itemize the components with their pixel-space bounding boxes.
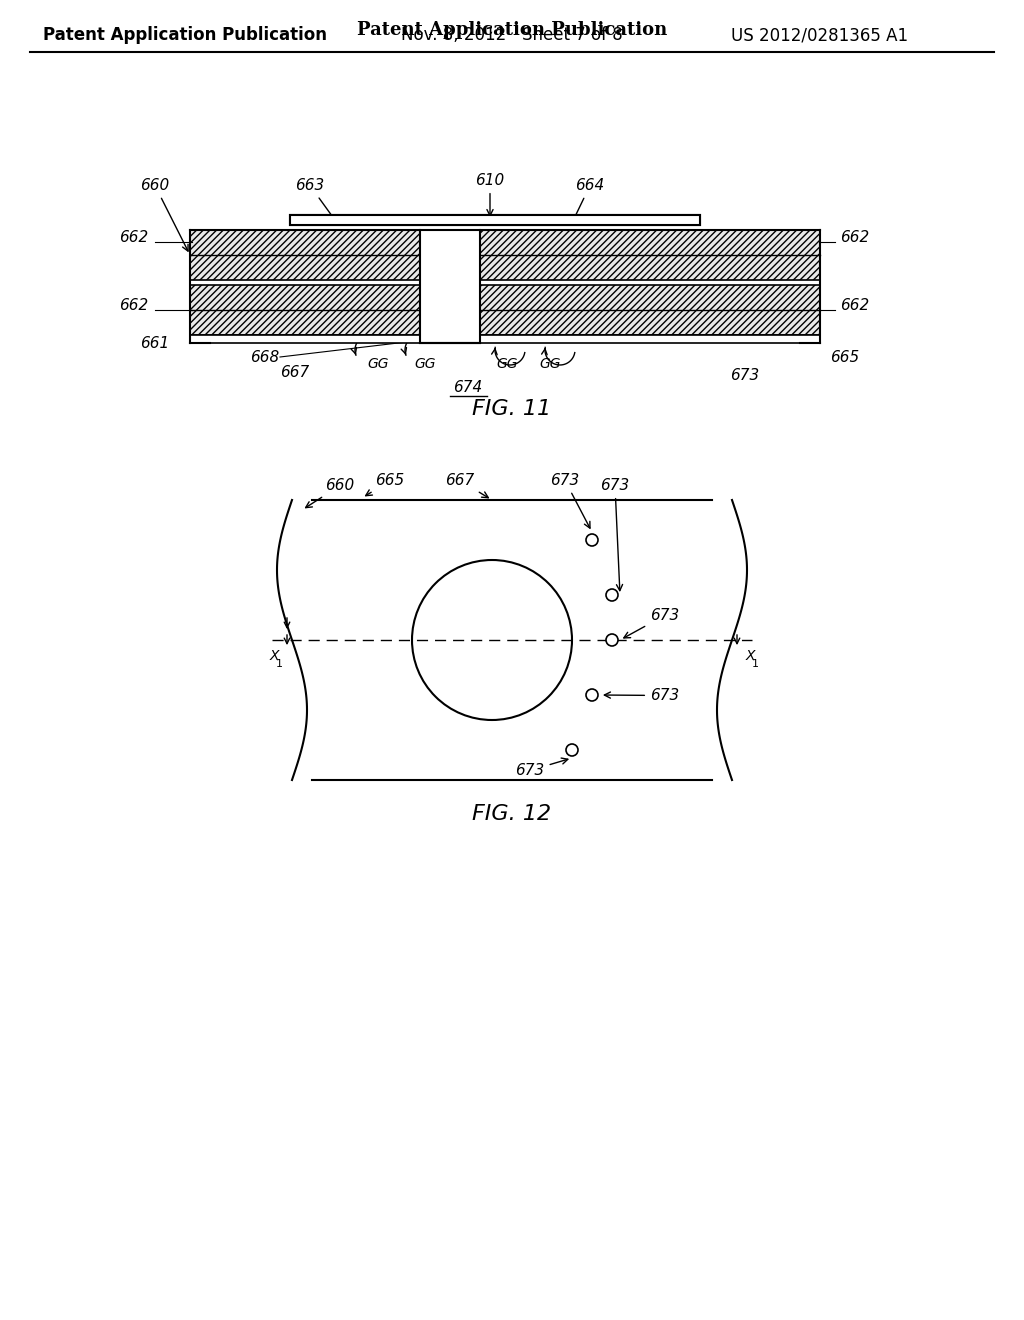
Text: 1: 1	[275, 659, 283, 669]
Text: 673: 673	[624, 609, 679, 638]
Bar	[480, 335, 820, 343]
Bar	[290, 215, 700, 224]
Bar	[420, 230, 480, 343]
Circle shape	[586, 535, 598, 546]
Text: 661: 661	[140, 337, 170, 351]
Text: 662: 662	[840, 230, 869, 246]
Text: 665: 665	[830, 350, 859, 366]
Bar	[290, 215, 700, 224]
Text: 660: 660	[305, 478, 354, 508]
Text: Nov. 8, 2012   Sheet 7 of 8: Nov. 8, 2012 Sheet 7 of 8	[401, 26, 623, 44]
Text: X: X	[745, 649, 755, 663]
Text: Patent Application Publication: Patent Application Publication	[43, 26, 327, 44]
Text: GG: GG	[415, 356, 436, 371]
Bar	[190, 285, 420, 335]
Text: 665: 665	[366, 473, 404, 496]
Circle shape	[606, 589, 618, 601]
Text: FIG. 12: FIG. 12	[472, 804, 552, 824]
Bar	[480, 285, 820, 335]
Text: 662: 662	[119, 298, 148, 313]
Bar	[480, 230, 820, 280]
Text: 673: 673	[515, 758, 568, 777]
Circle shape	[606, 634, 618, 645]
Circle shape	[566, 744, 578, 756]
Text: 662: 662	[119, 230, 148, 246]
Text: 668: 668	[251, 350, 280, 366]
Bar	[190, 335, 420, 343]
Text: 673: 673	[730, 368, 760, 383]
Text: FIG. 11: FIG. 11	[472, 399, 552, 418]
Text: 610: 610	[475, 173, 505, 215]
Text: GG: GG	[368, 356, 389, 371]
Text: 660: 660	[140, 178, 188, 251]
Text: Patent Application Publication: Patent Application Publication	[357, 21, 667, 40]
Text: 673: 673	[604, 688, 679, 704]
Text: GG: GG	[540, 356, 561, 371]
Text: US 2012/0281365 A1: US 2012/0281365 A1	[731, 26, 908, 44]
Text: 664: 664	[571, 178, 604, 223]
Text: X: X	[269, 649, 279, 663]
Text: 1: 1	[752, 659, 759, 669]
Text: 663: 663	[295, 178, 338, 223]
Text: 667: 667	[445, 473, 488, 498]
Text: 667: 667	[281, 366, 309, 380]
Text: 662: 662	[840, 298, 869, 313]
Circle shape	[586, 689, 598, 701]
Text: GG: GG	[497, 356, 518, 371]
Bar	[190, 230, 420, 280]
Text: 673: 673	[550, 473, 590, 528]
Text: 673: 673	[600, 478, 630, 590]
Text: 674: 674	[454, 380, 482, 395]
